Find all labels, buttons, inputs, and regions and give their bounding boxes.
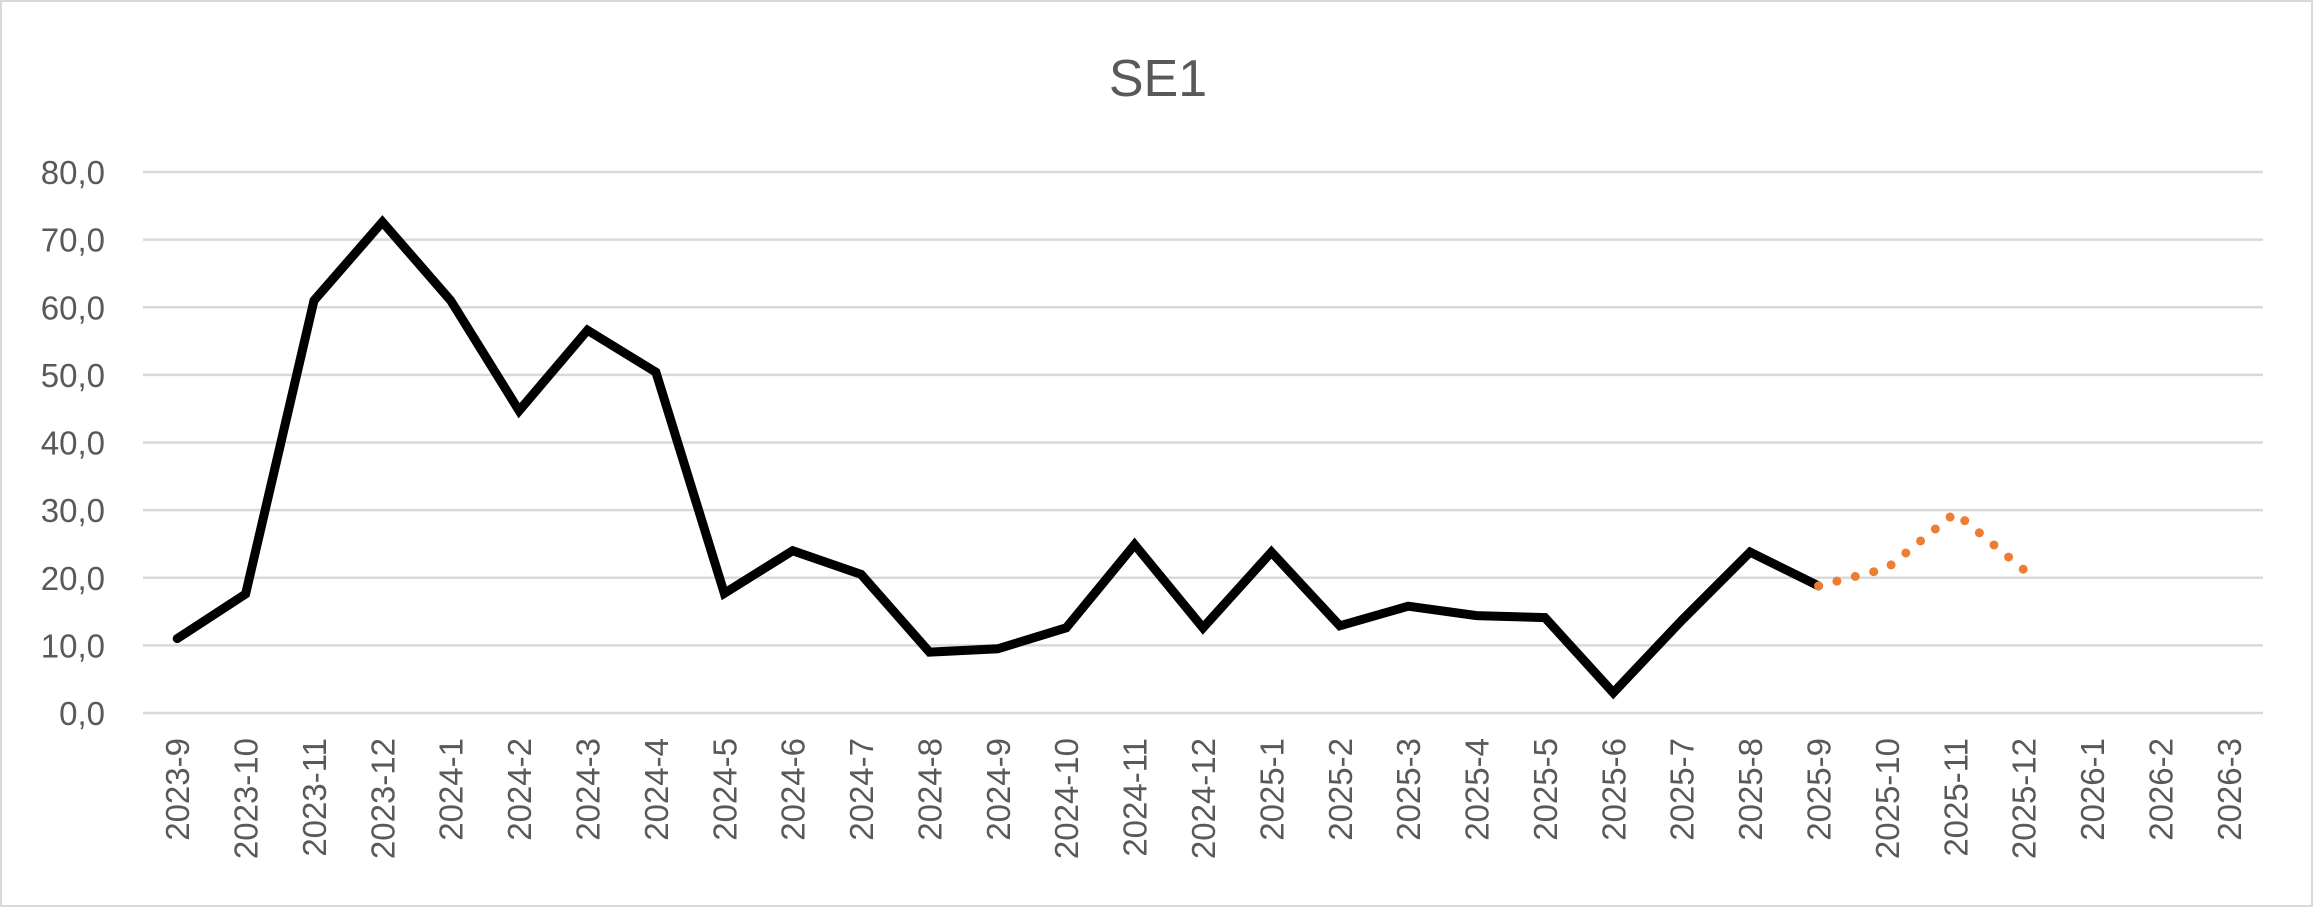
y-tick-label: 70,0 <box>41 222 105 259</box>
x-tick-label: 2025-6 <box>1595 738 1632 841</box>
x-tick-label: 2024-7 <box>843 738 880 841</box>
x-tick-label: 2024-4 <box>638 738 675 841</box>
x-tick-label: 2026-3 <box>2211 738 2248 841</box>
x-tick-label: 2024-11 <box>1117 738 1154 857</box>
y-tick-label: 50,0 <box>41 357 105 394</box>
x-tick-label: 2025-10 <box>1869 738 1906 859</box>
x-tick-label: 2024-12 <box>1185 738 1222 859</box>
x-tick-label: 2025-5 <box>1527 738 1564 841</box>
x-tick-label: 2023-12 <box>364 738 401 859</box>
y-axis-tick-labels: 0,0 10,0 20,0 30,0 40,0 50,0 60,0 70,0 80,0 <box>41 154 105 732</box>
x-tick-label: 2024-6 <box>775 738 812 841</box>
y-tick-label: 60,0 <box>41 289 105 326</box>
x-tick-label: 2025-3 <box>1390 738 1427 841</box>
x-tick-label: 2025-4 <box>1459 738 1496 841</box>
x-tick-label: 2024-3 <box>570 738 607 841</box>
x-tick-label: 2025-11 <box>1937 738 1974 857</box>
x-axis-tick-labels: 2023-9 2023-10 2023-11 2023-12 2024-1 2024-2 2… <box>159 738 2248 859</box>
y-tick-label: 20,0 <box>41 560 105 597</box>
x-tick-label: 2024-5 <box>706 738 743 841</box>
y-tick-label: 40,0 <box>41 425 105 462</box>
x-tick-label: 2025-1 <box>1253 738 1290 841</box>
x-tick-label: 2023-10 <box>228 738 265 859</box>
x-tick-label: 2025-9 <box>1800 738 1837 841</box>
y-tick-label: 80,0 <box>41 154 105 191</box>
x-tick-label: 2025-12 <box>2006 738 2043 859</box>
x-tick-label: 2025-8 <box>1732 738 1769 841</box>
x-tick-label: 2026-1 <box>2074 738 2111 841</box>
x-tick-label: 2024-9 <box>980 738 1017 841</box>
chart-title: SE1 <box>1109 50 1207 108</box>
x-tick-label: 2026-2 <box>2142 738 2179 841</box>
series-lines <box>172 215 2029 700</box>
y-tick-label: 30,0 <box>41 492 105 529</box>
x-tick-label: 2024-8 <box>911 738 948 841</box>
y-tick-label: 0,0 <box>59 695 105 732</box>
forecast-series-line <box>1814 506 2029 591</box>
x-tick-label: 2024-10 <box>1048 738 1085 859</box>
x-tick-label: 2024-2 <box>501 738 538 841</box>
x-tick-label: 2025-7 <box>1664 738 1701 841</box>
x-tick-label: 2024-1 <box>433 738 470 841</box>
x-tick-label: 2023-11 <box>296 738 333 857</box>
y-tick-label: 10,0 <box>41 627 105 664</box>
actual-series-line <box>172 215 1823 700</box>
x-tick-label: 2023-9 <box>159 738 196 841</box>
x-tick-label: 2025-2 <box>1322 738 1359 841</box>
